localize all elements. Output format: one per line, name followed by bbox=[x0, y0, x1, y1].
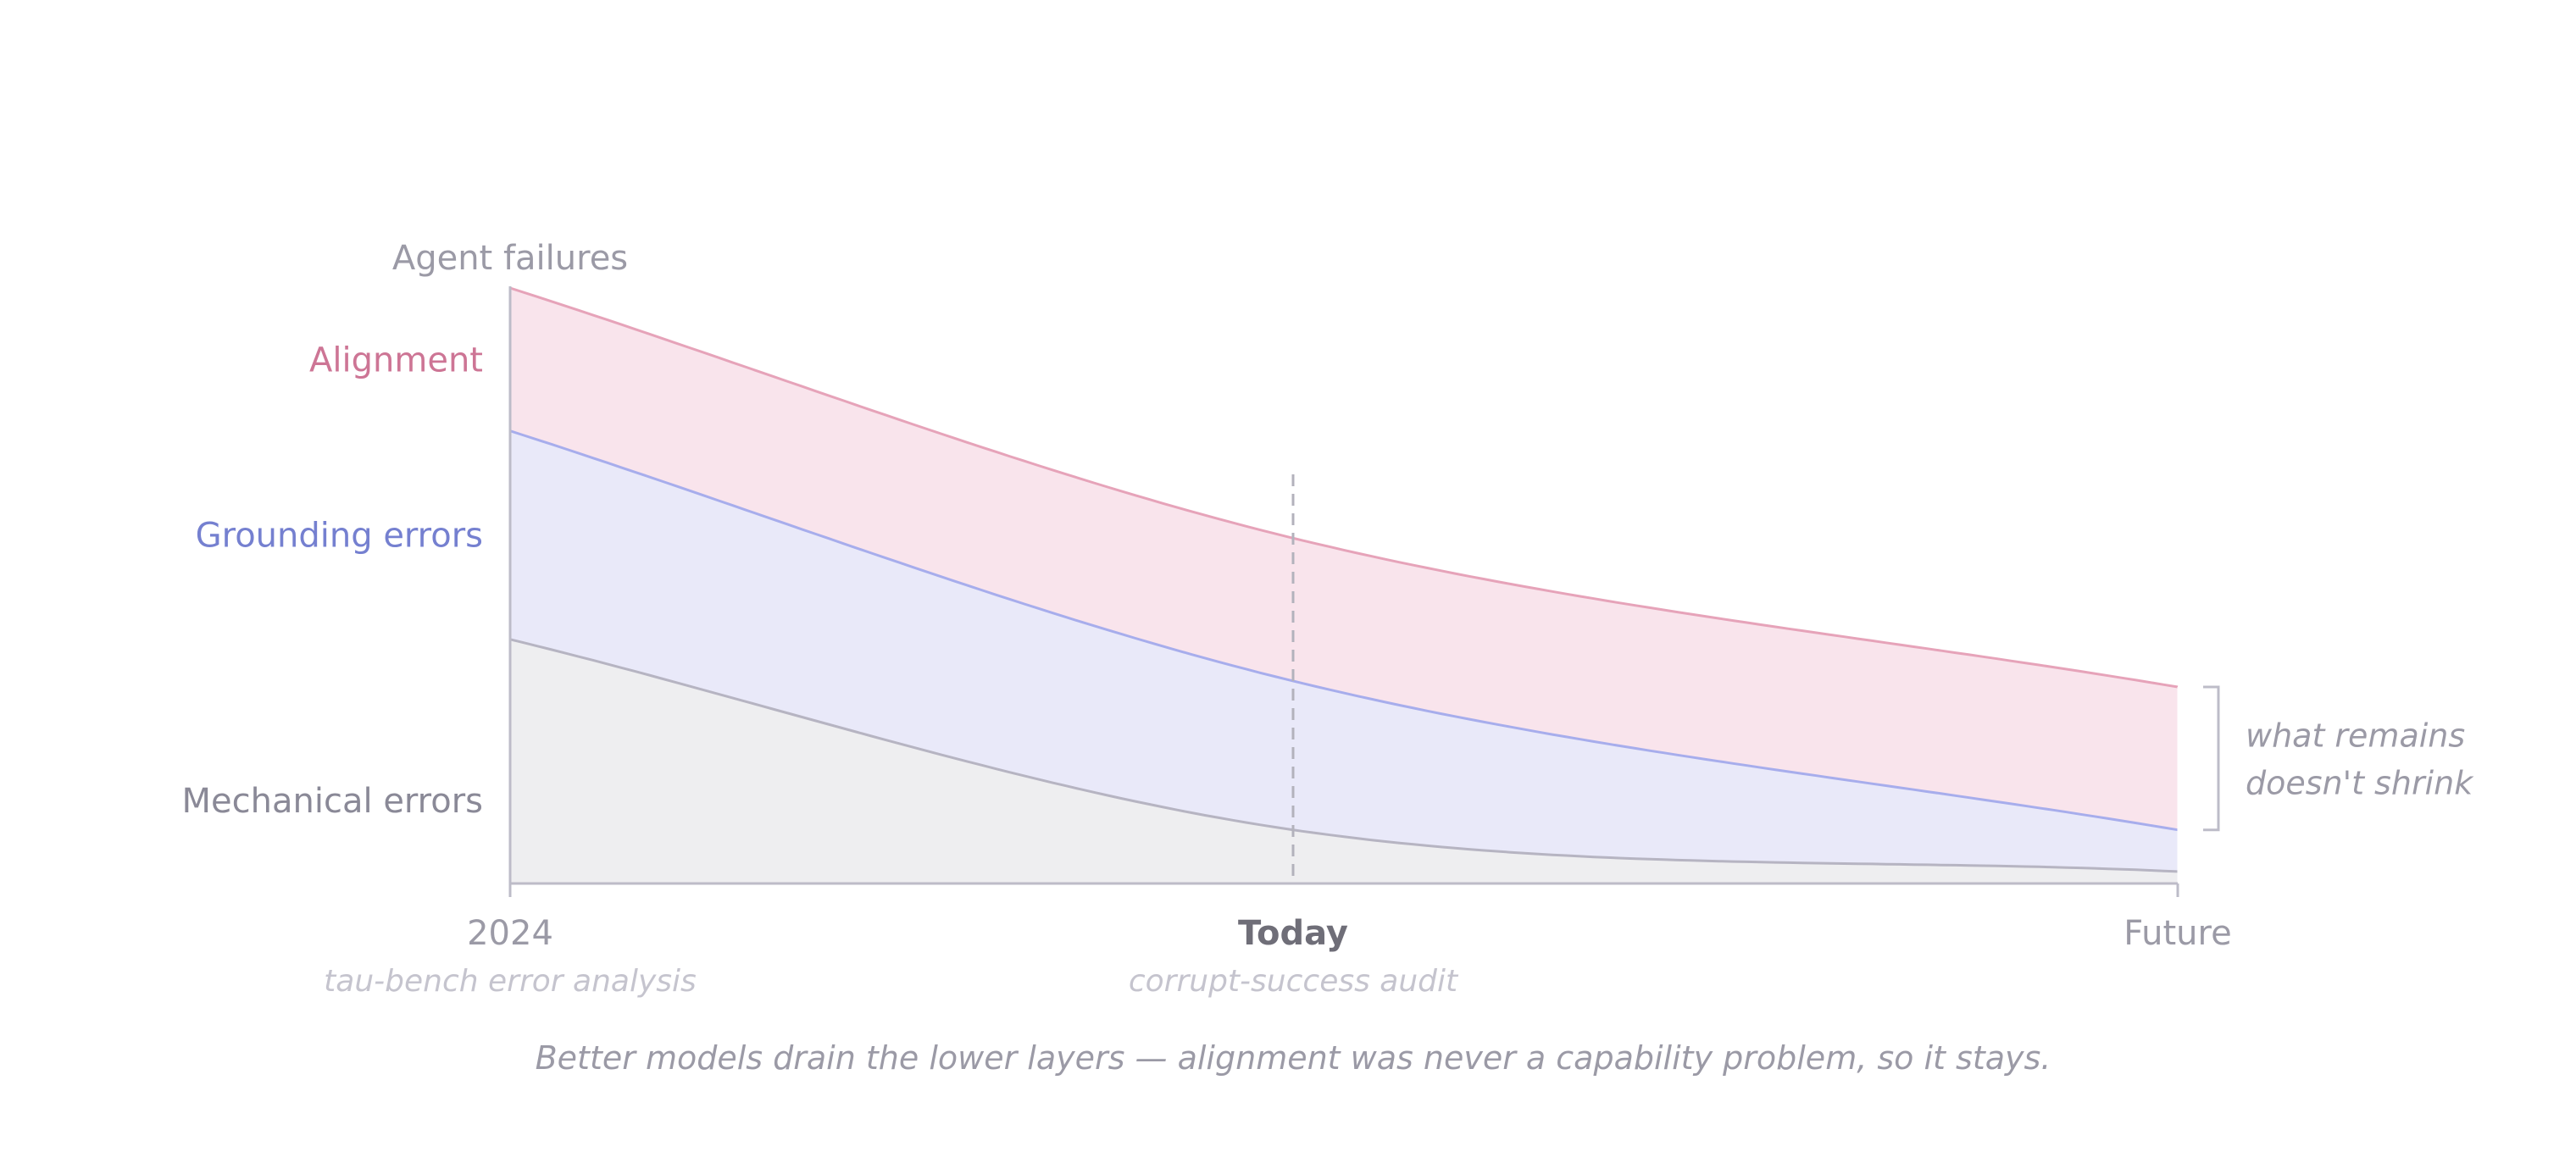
grounding-series-label: Grounding errors bbox=[196, 517, 483, 556]
alignment-series-line bbox=[509, 286, 2179, 689]
x-tick-label-today: Today bbox=[1238, 914, 1348, 953]
alignment-series-label: Alignment bbox=[309, 341, 483, 379]
bracket-annotation-line-1: what remains bbox=[2246, 717, 2465, 754]
mechanical-series-line bbox=[509, 638, 2179, 873]
x-sublabel-2024: tau-bench error analysis bbox=[324, 964, 697, 999]
grounding-series-line bbox=[509, 429, 2179, 832]
remaining-bracket bbox=[2203, 685, 2220, 832]
y-axis-title: Agent failures bbox=[392, 239, 628, 278]
mechanical-series-label: Mechanical errors bbox=[182, 782, 483, 821]
mechanical-band bbox=[510, 639, 2178, 883]
x-sublabel-today: corrupt-success audit bbox=[1129, 964, 1459, 999]
chart-caption: Better models drain the lower layers — a… bbox=[536, 1039, 2051, 1077]
alignment-band bbox=[510, 288, 2178, 830]
bracket-annotation-line-2: doesn't shrink bbox=[2246, 764, 2474, 801]
x-tick-label-future: Future bbox=[2124, 914, 2231, 953]
x-tick-label-2024: 2024 bbox=[467, 914, 553, 953]
grounding-band bbox=[510, 430, 2178, 872]
